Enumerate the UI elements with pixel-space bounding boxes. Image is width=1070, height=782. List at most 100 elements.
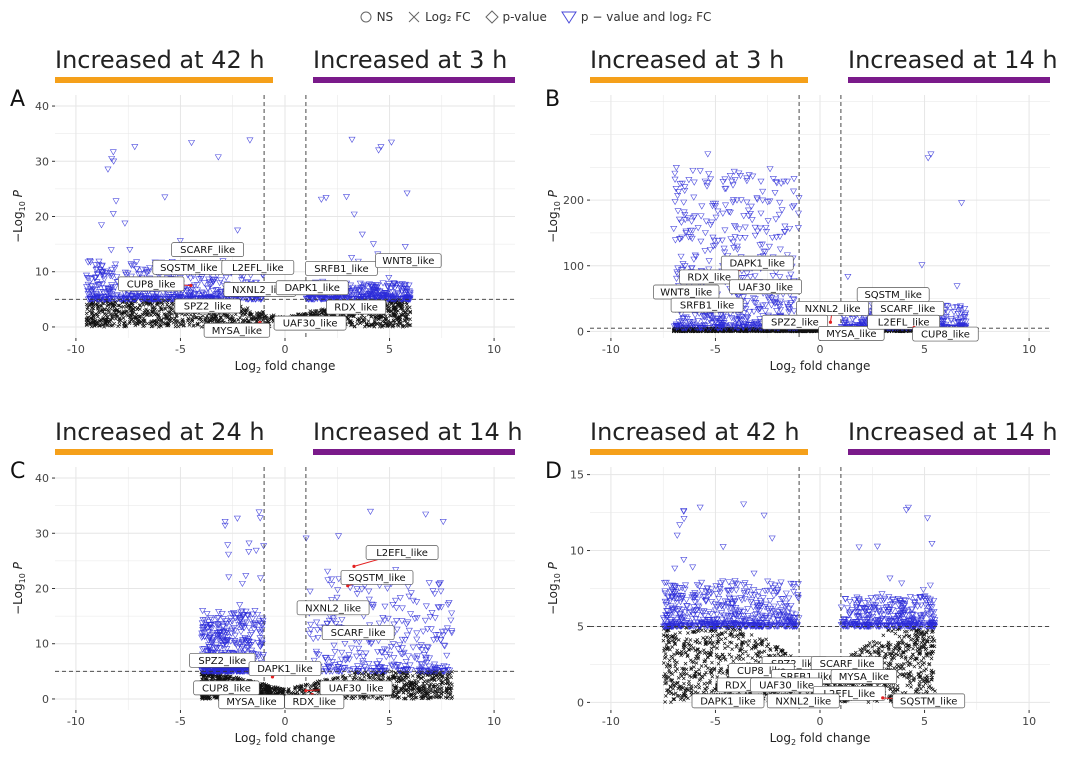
point-ns: [161, 303, 164, 306]
x-tick-label: -5: [710, 343, 721, 356]
point-significant: [110, 211, 116, 216]
y-tick-label: 40: [35, 100, 49, 113]
point-ns: [113, 322, 116, 325]
point-significant: [215, 155, 221, 160]
gene-label: SCARF_like: [180, 245, 235, 256]
triangle-down-icon: [561, 10, 577, 24]
gene-label: RDX_like: [687, 272, 731, 283]
x-axis-title: Log2 fold change: [770, 359, 871, 375]
x-tick-label: -10: [67, 343, 85, 356]
point-significant: [763, 229, 769, 234]
point-significant: [691, 195, 697, 200]
gene-label: CUP8_like: [921, 330, 970, 341]
point-significant: [742, 225, 748, 230]
point-significant: [162, 195, 168, 200]
point-significant: [402, 244, 408, 249]
gene-label: DAPK1_like: [730, 259, 785, 270]
y-tick-label: 0: [577, 325, 584, 338]
point-significant: [690, 228, 696, 233]
point-significant: [708, 177, 714, 182]
y-tick-label: 200: [563, 194, 584, 207]
point-significant: [732, 235, 738, 240]
gene-label: SQSTM_like: [160, 263, 217, 274]
point-ns: [167, 305, 170, 308]
point-significant: [247, 138, 253, 143]
gene-point: [189, 284, 192, 287]
legend-label-log2fc: Log₂ FC: [425, 10, 470, 24]
point-ns: [191, 320, 194, 323]
legend-item-both: p − value and log₂ FC: [561, 10, 711, 24]
legend: NS Log₂ FC p-value p − value and log₂ FC: [0, 6, 1070, 28]
point-significant: [359, 232, 365, 237]
gene-label: SRFB1_like: [680, 301, 734, 312]
point-ns: [105, 313, 108, 316]
cross-icon: [407, 10, 421, 24]
x-tick-label: 5: [921, 343, 928, 356]
legend-label-pvalue: p-value: [503, 10, 547, 24]
gene-point: [829, 321, 832, 324]
point-ns: [367, 319, 370, 322]
point-significant: [189, 140, 195, 145]
point-significant: [959, 201, 965, 206]
point-significant: [720, 211, 726, 216]
point-significant: [386, 275, 392, 280]
point-ns: [171, 303, 174, 306]
point-significant: [685, 216, 691, 221]
gene-label: CUP8_like: [127, 279, 176, 290]
point-significant: [791, 176, 797, 181]
point-significant: [758, 211, 764, 216]
point-ns: [122, 305, 125, 308]
point-significant: [235, 228, 241, 233]
point-significant: [706, 171, 712, 176]
point-significant: [722, 228, 728, 233]
point-significant: [702, 248, 708, 253]
x-tick-label: 0: [817, 343, 824, 356]
y-tick-label: 20: [35, 211, 49, 224]
point-significant: [757, 226, 763, 231]
point-significant: [705, 152, 711, 157]
point-significant: [134, 260, 140, 265]
point-ns: [111, 313, 114, 316]
y-tick-label: 0: [42, 321, 49, 334]
point-ns: [171, 308, 174, 311]
legend-item-log2fc: Log₂ FC: [407, 10, 470, 24]
legend-item-ns: NS: [359, 10, 394, 24]
point-significant: [127, 247, 133, 252]
point-significant: [730, 183, 736, 188]
point-significant: [713, 215, 719, 220]
diamond-icon: [485, 10, 499, 24]
point-ns: [122, 316, 125, 319]
point-significant: [737, 236, 743, 241]
point-significant: [690, 168, 696, 173]
point-ns: [408, 306, 411, 309]
y-tick-label: 30: [35, 155, 49, 168]
point-ns: [85, 312, 88, 315]
point-significant: [777, 275, 783, 280]
gene-label: UAF30_like: [283, 319, 338, 330]
point-significant: [673, 165, 679, 170]
point-significant: [675, 209, 681, 214]
point-significant: [773, 217, 779, 222]
point-significant: [758, 179, 764, 184]
point-significant: [93, 262, 99, 267]
point-significant: [404, 191, 410, 196]
gene-label: NXNL2_like: [805, 304, 861, 315]
point-significant: [674, 276, 680, 281]
point-significant: [681, 200, 687, 205]
point-ns: [237, 318, 240, 321]
point-significant: [675, 193, 681, 198]
point-significant: [697, 169, 703, 174]
point-significant: [845, 274, 851, 279]
point-significant: [795, 211, 801, 216]
point-significant: [671, 226, 677, 231]
x-tick-label: 10: [487, 343, 501, 356]
point-significant: [132, 144, 138, 149]
point-significant: [795, 225, 801, 230]
gene-label: DAPK1_like: [284, 283, 339, 294]
point-ns: [188, 323, 191, 326]
point-significant: [777, 200, 783, 205]
